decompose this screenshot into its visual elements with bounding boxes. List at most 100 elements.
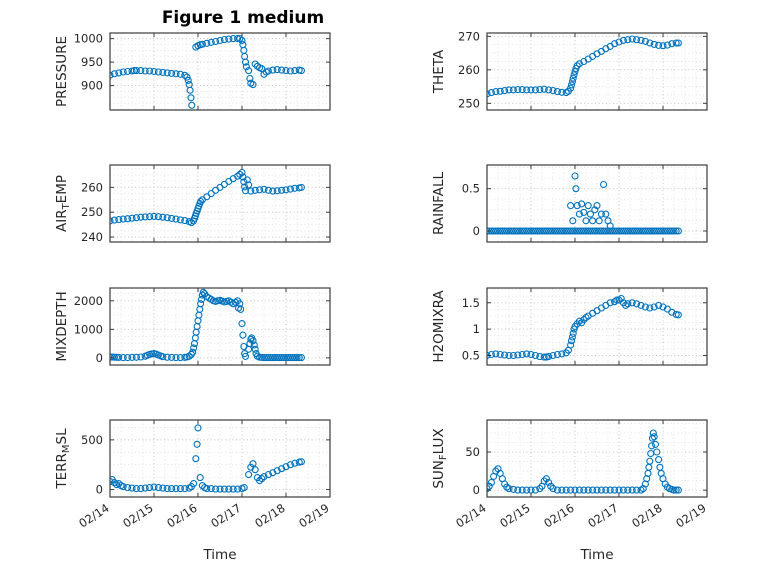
data-point-marker xyxy=(547,482,555,490)
x-tick-label: 02/17 xyxy=(585,501,620,531)
data-point-marker xyxy=(575,227,583,235)
data-point-marker xyxy=(264,67,272,75)
data-point-marker xyxy=(597,227,605,235)
data-point-marker xyxy=(273,467,281,475)
data-point-marker xyxy=(505,86,513,94)
minor-grid xyxy=(110,420,330,497)
tick-marks xyxy=(109,165,331,242)
data-point-marker xyxy=(250,341,258,349)
data-point-marker xyxy=(523,350,531,358)
data-point-marker xyxy=(220,36,228,44)
data-point-marker xyxy=(496,350,504,359)
data-point-marker xyxy=(514,86,522,94)
data-point-marker xyxy=(518,350,526,359)
data-point-marker xyxy=(212,186,220,194)
data-point-marker xyxy=(289,354,297,362)
data-point-marker xyxy=(110,353,118,361)
data-point-marker xyxy=(527,86,535,94)
data-point-marker xyxy=(251,60,259,68)
data-point-marker xyxy=(556,227,564,235)
data-point-marker xyxy=(137,67,145,75)
data-point-marker xyxy=(190,480,198,488)
data-point-marker xyxy=(154,68,162,76)
data-point-marker xyxy=(655,301,663,309)
data-point-marker xyxy=(507,227,515,235)
data-point-marker xyxy=(280,354,288,362)
data-point-marker xyxy=(119,354,127,362)
data-point-marker xyxy=(523,227,531,235)
tick-marks xyxy=(486,165,708,242)
data-point-marker xyxy=(249,81,257,89)
y-axis-label: SUNFLUX xyxy=(431,428,449,488)
data-point-marker xyxy=(593,486,601,494)
data-point-marker xyxy=(619,486,627,494)
data-point-marker xyxy=(516,227,524,235)
data-point-marker xyxy=(258,353,266,361)
data-point-marker xyxy=(549,87,557,95)
data-point-marker xyxy=(185,352,193,360)
data-point-marker xyxy=(545,86,553,94)
data-point-marker xyxy=(531,351,539,360)
data-point-marker xyxy=(124,215,132,223)
data-point-marker xyxy=(648,442,656,450)
data-point-marker xyxy=(672,39,680,47)
data-point-marker xyxy=(611,227,619,235)
data-point-marker xyxy=(597,210,605,218)
data-point-marker xyxy=(571,172,579,180)
data-point-marker xyxy=(137,353,145,361)
data-point-marker xyxy=(150,483,158,491)
data-point-marker xyxy=(132,67,140,75)
data-point-marker xyxy=(241,187,250,195)
data-point-marker xyxy=(197,295,206,303)
data-point-marker xyxy=(128,214,136,222)
data-point-marker xyxy=(568,333,576,341)
data-point-marker xyxy=(176,354,184,362)
data-point-marker xyxy=(549,351,557,360)
data-point-marker xyxy=(115,69,123,77)
data-point-marker xyxy=(613,227,621,235)
data-point-marker xyxy=(645,463,653,471)
data-point-marker xyxy=(553,227,561,235)
data-point-marker xyxy=(496,87,504,95)
data-point-marker xyxy=(538,227,546,235)
data-point-marker xyxy=(650,303,658,311)
data-point-marker xyxy=(234,172,242,180)
data-point-marker xyxy=(207,38,215,46)
y-axis-label: TERRMSL xyxy=(54,428,72,490)
data-point-marker xyxy=(569,227,577,235)
data-point-marker xyxy=(606,222,614,230)
data-point-marker xyxy=(282,463,290,471)
data-point-marker xyxy=(663,41,671,49)
tick-marks xyxy=(109,420,331,497)
data-point-marker xyxy=(119,483,127,491)
y-tick-label: 270 xyxy=(458,29,480,43)
data-point-marker xyxy=(633,227,641,235)
data-point-marker xyxy=(273,66,281,74)
data-point-marker xyxy=(615,38,623,46)
data-point-marker xyxy=(286,461,294,469)
data-point-marker xyxy=(273,354,281,362)
data-point-marker xyxy=(501,227,509,235)
tick-marks xyxy=(109,33,331,110)
data-point-marker xyxy=(655,41,663,49)
data-point-marker xyxy=(509,351,517,360)
data-point-marker xyxy=(648,434,656,442)
data-point-marker xyxy=(492,350,500,358)
data-point-marker xyxy=(602,486,610,494)
data-point-marker xyxy=(264,354,272,362)
data-point-marker xyxy=(269,354,277,362)
data-point-marker xyxy=(580,208,588,216)
data-point-marker xyxy=(188,101,196,109)
data-point-marker xyxy=(291,184,299,192)
data-point-marker xyxy=(119,68,127,76)
data-point-marker xyxy=(172,354,180,362)
data-point-marker xyxy=(562,486,570,494)
data-point-marker xyxy=(547,227,555,235)
x-tick-label: 02/19 xyxy=(296,501,331,531)
data-point-marker xyxy=(582,217,590,225)
data-point-marker xyxy=(659,42,667,50)
data-point-marker xyxy=(505,351,513,360)
subplot-theta: 250 260 270 THETA xyxy=(431,29,708,111)
